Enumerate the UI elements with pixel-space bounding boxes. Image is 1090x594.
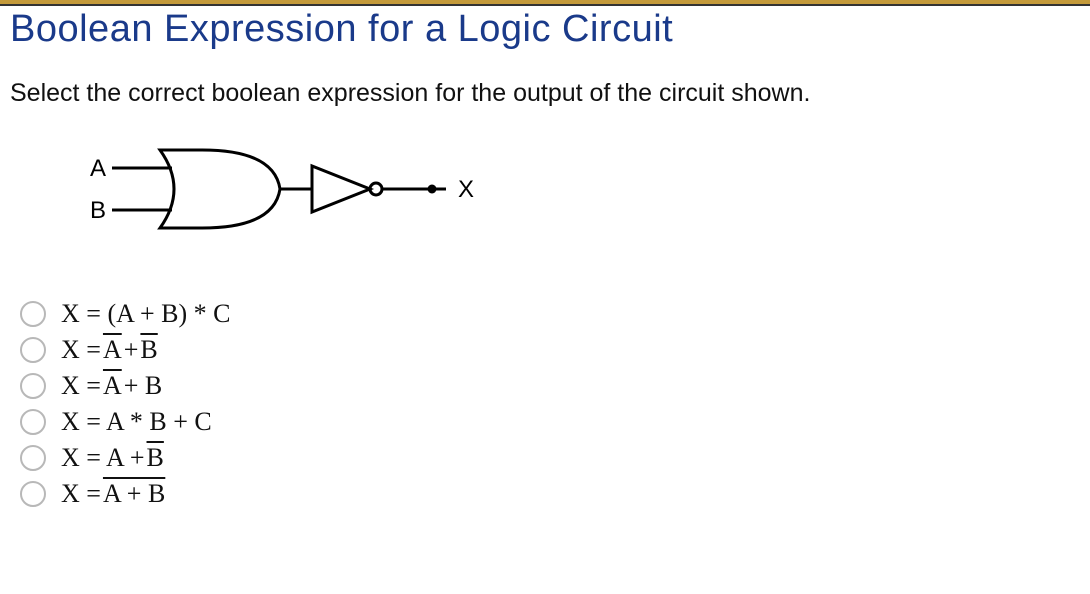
option-row[interactable]: X = A + B: [20, 477, 1080, 511]
radio-button[interactable]: [20, 337, 46, 363]
option-expression: X = A + B: [60, 371, 163, 401]
logic-circuit-svg: AB X: [70, 132, 490, 252]
radio-button[interactable]: [20, 301, 46, 327]
option-row[interactable]: X = A + B: [20, 369, 1080, 403]
radio-button[interactable]: [20, 445, 46, 471]
option-expression: X = A + B: [60, 479, 166, 509]
option-row[interactable]: X = A + B: [20, 333, 1080, 367]
option-expression: X = (A + B) * C: [60, 299, 231, 329]
option-row[interactable]: X = A * B + C: [20, 405, 1080, 439]
radio-button[interactable]: [20, 373, 46, 399]
question-prompt: Select the correct boolean expression fo…: [10, 79, 1080, 108]
answer-options: X = (A + B) * C X = A + B X = A + B X = A *…: [20, 297, 1080, 511]
option-expression: X = A * B + C: [60, 407, 213, 437]
option-row[interactable]: X = (A + B) * C: [20, 297, 1080, 331]
option-expression: X = A + B: [60, 443, 165, 473]
option-row[interactable]: X = A + B: [20, 441, 1080, 475]
page-title: Boolean Expression for a Logic Circuit: [10, 8, 1080, 51]
question-content: Boolean Expression for a Logic Circuit S…: [0, 6, 1090, 533]
svg-text:A: A: [90, 155, 106, 182]
svg-text:B: B: [90, 197, 106, 224]
svg-text:X: X: [458, 176, 474, 203]
option-expression: X = A + B: [60, 335, 159, 365]
radio-button[interactable]: [20, 409, 46, 435]
radio-button[interactable]: [20, 481, 46, 507]
circuit-diagram: AB X: [70, 132, 1080, 257]
